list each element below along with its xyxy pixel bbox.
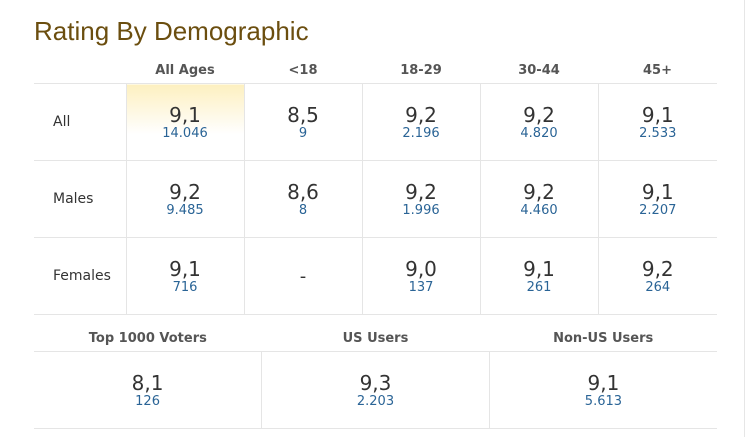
header-all-ages: All Ages: [126, 58, 244, 84]
rating-value: 9,2: [523, 179, 555, 204]
header-top-1000-voters: Top 1000 Voters: [34, 325, 262, 352]
demographic-table: All Ages <18 18-29 30-44 45+ All 9,1 14.…: [34, 58, 717, 315]
cell-top-1000-voters: 8,1 126: [34, 351, 262, 429]
cell-non-us-users: 9,1 5.613: [488, 351, 717, 429]
vote-count-link[interactable]: 5.613: [584, 393, 623, 409]
rating-value: 8,6: [287, 179, 319, 204]
cell-females-all-ages: 9,1 716: [125, 237, 244, 315]
header-non-us-users: Non-US Users: [489, 325, 717, 352]
rating-value: 9,2: [523, 102, 555, 127]
vote-count-link[interactable]: 2.533: [639, 125, 677, 141]
cell-all-under-18: 8,5 9: [243, 83, 362, 161]
header-30-44: 30-44: [480, 58, 598, 84]
corner-header: [34, 58, 126, 84]
row-label-males: Males: [34, 160, 126, 238]
header-18-29: 18-29: [362, 58, 480, 84]
cell-all-30-44: 9,2 4.820: [479, 83, 598, 161]
rating-value: 9,2: [641, 256, 674, 281]
header-us-users: US Users: [261, 325, 490, 352]
vote-count-link[interactable]: 126: [135, 393, 160, 409]
vote-count-link[interactable]: 9: [298, 125, 308, 141]
rating-value: 8,5: [287, 102, 319, 127]
cell-all-45-plus: 9,1 2.533: [597, 83, 717, 161]
rating-value: 9,1: [523, 256, 555, 281]
group-values-row: 8,1 126 9,3 2.203 9,1 5.613: [34, 351, 717, 429]
rating-value: 9,2: [405, 102, 437, 127]
cell-males-under-18: 8,6 8: [243, 160, 362, 238]
rating-value: 9,0: [405, 256, 437, 281]
cell-all-18-29: 9,2 2.196: [361, 83, 480, 161]
header-under-18: <18: [244, 58, 362, 84]
group-header-row: Top 1000 Voters US Users Non-US Users: [34, 325, 717, 352]
vote-count-link[interactable]: 8: [298, 202, 308, 218]
row-label-females: Females: [34, 237, 126, 315]
vote-count-link[interactable]: 261: [526, 279, 552, 295]
vote-count-link[interactable]: 14.046: [162, 125, 208, 141]
rating-value: 8,1: [131, 370, 164, 395]
cell-females-under-18: -: [243, 237, 362, 315]
rating-value: 9,1: [587, 370, 620, 395]
vote-count-link[interactable]: 264: [645, 279, 671, 295]
rating-value: 9,1: [169, 256, 201, 281]
vote-count-link[interactable]: 4.460: [520, 202, 558, 218]
vote-count-link[interactable]: 9.485: [166, 202, 204, 218]
cell-females-45-plus: 9,2 264: [597, 237, 717, 315]
row-label-all: All: [34, 83, 126, 161]
cell-males-all-ages: 9,2 9.485: [125, 160, 244, 238]
row-all: All 9,1 14.046 8,5 9 9,2 2.196 9,2 4.820…: [34, 83, 717, 161]
cell-all-all-ages: 9,1 14.046: [125, 83, 244, 161]
header-row: All Ages <18 18-29 30-44 45+: [34, 58, 717, 84]
rating-value: 9,3: [359, 370, 392, 395]
cell-us-users: 9,3 2.203: [261, 351, 490, 429]
cell-males-45-plus: 9,1 2.207: [597, 160, 717, 238]
panel-right-border: [744, 0, 745, 437]
cell-females-18-29: 9,0 137: [361, 237, 480, 315]
no-data-dash: -: [299, 265, 307, 287]
header-45-plus: 45+: [598, 58, 717, 84]
section-title: Rating By Demographic: [34, 16, 309, 46]
vote-count-link[interactable]: 716: [172, 279, 198, 295]
cell-males-30-44: 9,2 4.460: [479, 160, 598, 238]
vote-count-link[interactable]: 137: [408, 279, 434, 295]
cell-males-18-29: 9,2 1.996: [361, 160, 480, 238]
rating-value: 9,1: [641, 102, 674, 127]
user-group-table: Top 1000 Voters US Users Non-US Users 8,…: [34, 325, 717, 429]
cell-females-30-44: 9,1 261: [479, 237, 598, 315]
rating-value: 9,2: [169, 179, 201, 204]
rating-value: 9,1: [169, 102, 201, 127]
vote-count-link[interactable]: 2.196: [402, 125, 440, 141]
rating-value: 9,1: [641, 179, 674, 204]
vote-count-link[interactable]: 1.996: [402, 202, 440, 218]
vote-count-link[interactable]: 2.203: [356, 393, 395, 409]
rating-value: 9,2: [405, 179, 437, 204]
row-females: Females 9,1 716 - 9,0 137 9,1 261 9,2 26…: [34, 237, 717, 315]
vote-count-link[interactable]: 2.207: [639, 202, 677, 218]
row-males: Males 9,2 9.485 8,6 8 9,2 1.996 9,2 4.46…: [34, 160, 717, 238]
vote-count-link[interactable]: 4.820: [520, 125, 558, 141]
